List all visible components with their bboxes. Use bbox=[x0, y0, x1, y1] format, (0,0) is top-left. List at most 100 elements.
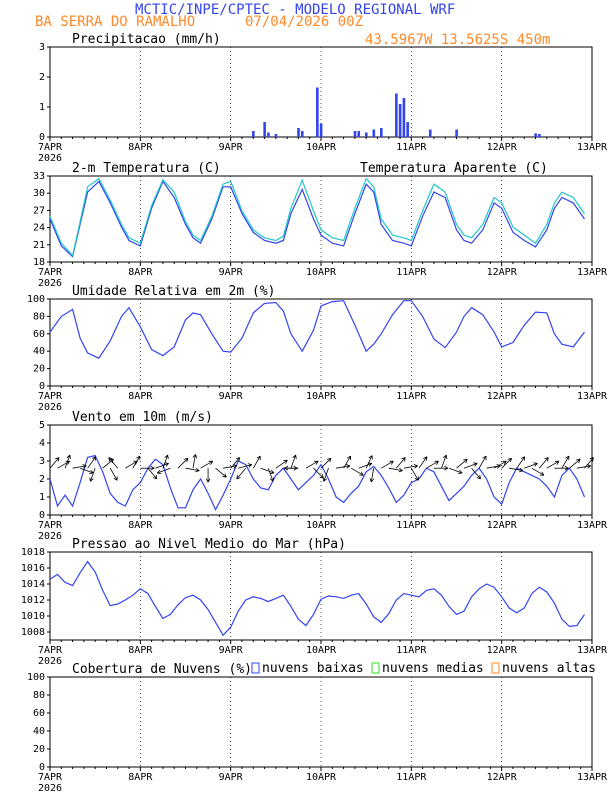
wind-arrow-head bbox=[236, 477, 241, 480]
precip-bar bbox=[380, 128, 383, 137]
temp-xtick-label: 8APR bbox=[128, 267, 153, 278]
wind-arrow-head bbox=[270, 469, 275, 474]
wind-arrow bbox=[478, 455, 487, 469]
pressure-xtick-label: 9APR bbox=[219, 645, 244, 656]
wind-arrow-head bbox=[186, 458, 189, 463]
wind-ytick-label: 0 bbox=[39, 510, 45, 521]
wind-arrow bbox=[388, 467, 403, 472]
wind-arrow bbox=[57, 460, 70, 469]
wind-arrow bbox=[260, 467, 275, 474]
wind-arrow-head bbox=[564, 465, 569, 469]
wind-arrow bbox=[516, 456, 526, 469]
precip-bar bbox=[402, 98, 406, 137]
wind-arrow bbox=[335, 465, 350, 469]
wind-arrow bbox=[546, 460, 560, 469]
wind-arrow bbox=[323, 468, 329, 482]
wind-arrow-head bbox=[346, 455, 351, 459]
temp-ytick-label: 30 bbox=[33, 188, 45, 199]
wind-arrow-head bbox=[113, 477, 118, 481]
wind-arrow bbox=[471, 467, 481, 480]
precip-bar bbox=[538, 134, 541, 137]
wind-year-label: 2026 bbox=[38, 531, 62, 542]
temp-ytick-label: 24 bbox=[33, 223, 45, 234]
temp-xtick-label: 11APR bbox=[396, 267, 427, 278]
wind-arrow-head bbox=[111, 459, 114, 464]
wind-arrow bbox=[147, 467, 158, 480]
header-title: MCTIC/INPE/CPTEC - MODELO REGIONAL WRF bbox=[135, 2, 455, 18]
precip-bar bbox=[297, 128, 300, 137]
wind-arrow-head bbox=[150, 465, 155, 469]
wind-arrow-head bbox=[207, 478, 211, 483]
wind-arrow-head bbox=[322, 477, 325, 482]
precip-xtick-label: 10APR bbox=[306, 142, 337, 153]
rh-year-label: 2026 bbox=[38, 402, 62, 413]
wind-arrow-head bbox=[465, 459, 468, 464]
wind-arrow-head bbox=[360, 471, 364, 476]
wind-arrow-head bbox=[157, 472, 162, 474]
precip-bar bbox=[263, 122, 266, 137]
wind-arrow-head bbox=[284, 467, 289, 471]
rh-ytick-label: 0 bbox=[39, 381, 45, 392]
pressure-panel bbox=[47, 551, 593, 644]
wind-arrow bbox=[365, 455, 373, 469]
precip-bar bbox=[364, 132, 368, 137]
wind-arrow-head bbox=[482, 455, 487, 459]
wind-arrow-head bbox=[108, 457, 113, 460]
wind-arrow bbox=[531, 467, 545, 476]
precip-xtick-label: 9APR bbox=[219, 142, 244, 153]
pressure-xtick-label: 10APR bbox=[306, 645, 337, 656]
wind-arrow-head bbox=[587, 465, 591, 469]
wind-arrow bbox=[358, 463, 372, 469]
wind-arrow-head bbox=[346, 465, 351, 469]
wind-arrow-head bbox=[497, 465, 501, 469]
wind-arrow-head bbox=[473, 462, 478, 464]
wind-arrow bbox=[426, 460, 439, 469]
wind-arrow bbox=[267, 468, 274, 482]
wind-arrow-head bbox=[195, 467, 200, 471]
precip-bar bbox=[267, 132, 270, 137]
rh-ytick-label: 60 bbox=[33, 329, 45, 340]
clouds-ytick-label: 100 bbox=[27, 672, 45, 683]
precip-bar bbox=[300, 131, 304, 137]
wind-arrow-head bbox=[592, 457, 594, 462]
wind-arrow-head bbox=[319, 476, 324, 479]
wind-arrow-head bbox=[224, 473, 227, 478]
wind-arrow-head bbox=[544, 457, 549, 460]
wind-arrow bbox=[403, 465, 418, 469]
wind-arrow bbox=[305, 460, 319, 469]
wind-arrow-head bbox=[369, 478, 372, 483]
clouds-xtick-label: 13APR bbox=[577, 772, 608, 783]
precip-bar bbox=[357, 131, 361, 137]
wind-arrow-head bbox=[547, 457, 549, 462]
wind-arrow bbox=[524, 463, 538, 469]
wind-arrow-head bbox=[82, 465, 87, 469]
wind-arrow-head bbox=[69, 454, 71, 460]
wind-arrow bbox=[410, 468, 419, 481]
pressure-ytick-label: 1012 bbox=[21, 595, 45, 606]
wind-arrow bbox=[370, 468, 375, 483]
wind-arrow bbox=[87, 456, 96, 469]
clouds-ytick-label: 20 bbox=[33, 744, 45, 755]
wind-arrow bbox=[456, 458, 468, 469]
clouds-xtick-label: 8APR bbox=[128, 772, 153, 783]
precip-bar bbox=[428, 129, 432, 137]
temp-ytick-label: 18 bbox=[33, 257, 45, 268]
precip-panel bbox=[47, 46, 593, 141]
rh-ytick-label: 100 bbox=[27, 294, 45, 305]
wind-arrow-head bbox=[109, 458, 114, 461]
wind-arrow-head bbox=[55, 457, 60, 460]
precip-bar bbox=[398, 104, 402, 137]
wind-arrow bbox=[275, 459, 288, 469]
precip-xtick-label: 11APR bbox=[396, 142, 427, 153]
wind-arrow-head bbox=[210, 460, 214, 465]
precip-bar bbox=[372, 129, 376, 137]
wind-arrow bbox=[252, 455, 261, 469]
temp-series-line bbox=[49, 177, 585, 257]
wind-arrow-head bbox=[134, 460, 138, 465]
wind-arrow bbox=[236, 467, 247, 480]
wind-arrow-head bbox=[167, 454, 169, 460]
header-run: 07/04/2026 00Z bbox=[245, 14, 363, 30]
wind-arrow-head bbox=[404, 457, 406, 462]
rh-series-line bbox=[49, 300, 585, 359]
wind-arrow-head bbox=[315, 460, 319, 465]
